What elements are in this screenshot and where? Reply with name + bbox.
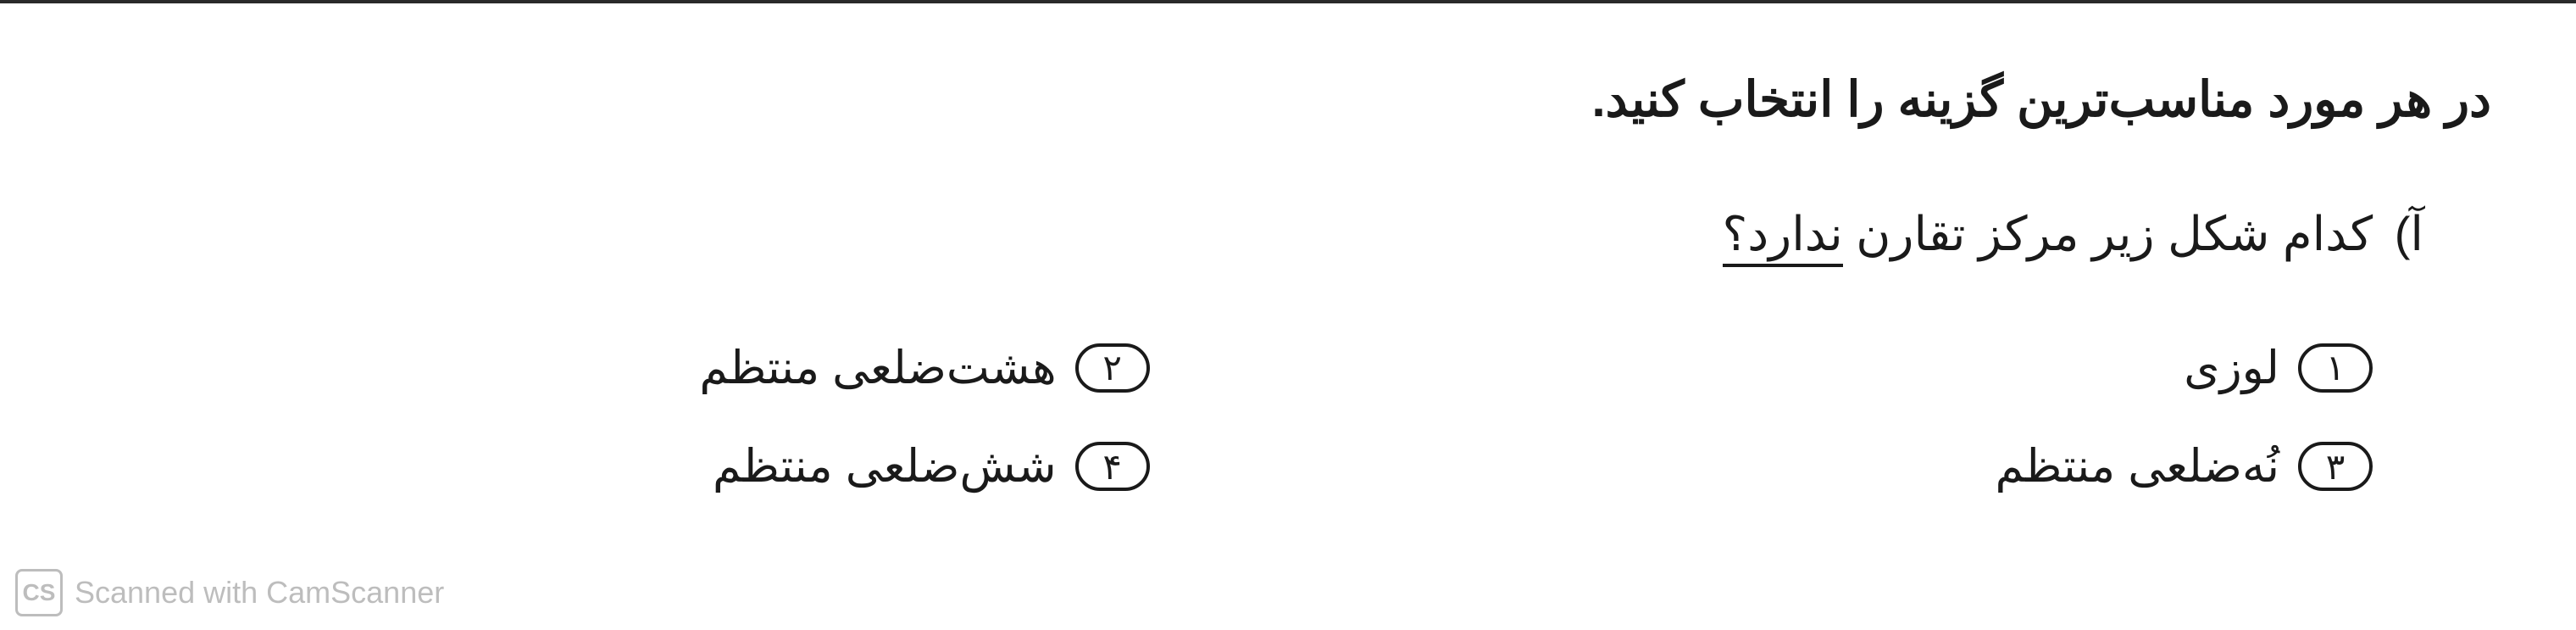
exam-page: در هر مورد مناسب‌ترین گزینه را انتخاب کن… — [0, 0, 2576, 630]
question-stem: آ) کدام شکل زیر مرکز تقارن ندارد؟ — [59, 196, 2423, 272]
option-3[interactable]: ۳ نُه‌ضلعی منتظم — [1421, 430, 2373, 503]
option-text: هشت‌ضلعی منتظم — [699, 332, 1056, 404]
option-badge: ۴ — [1075, 442, 1150, 491]
question-block: آ) کدام شکل زیر مرکز تقارن ندارد؟ ۱ لوزی… — [59, 196, 2423, 503]
question-label: آ) — [2395, 207, 2423, 260]
option-text: نُه‌ضلعی منتظم — [1995, 430, 2279, 503]
option-badge: ۳ — [2298, 442, 2373, 491]
option-4[interactable]: ۴ شش‌ضلعی منتظم — [197, 430, 1149, 503]
option-badge: ۱ — [2298, 343, 2373, 393]
option-text: لوزی — [2184, 332, 2279, 404]
question-text-underlined: ندارد؟ — [1723, 207, 1843, 267]
scanner-watermark: CS Scanned with CamScanner — [15, 569, 444, 616]
option-2[interactable]: ۲ هشت‌ضلعی منتظم — [197, 332, 1149, 404]
watermark-text: Scanned with CamScanner — [75, 575, 444, 610]
option-badge: ۲ — [1075, 343, 1150, 393]
question-text-before: کدام شکل زیر مرکز تقارن — [1843, 207, 2373, 260]
instruction-text: در هر مورد مناسب‌ترین گزینه را انتخاب کن… — [59, 63, 2491, 137]
options-grid: ۱ لوزی ۲ هشت‌ضلعی منتظم ۳ نُه‌ضلعی منتظم… — [197, 332, 2373, 504]
camscanner-icon: CS — [15, 569, 63, 616]
option-text: شش‌ضلعی منتظم — [713, 430, 1057, 503]
option-1[interactable]: ۱ لوزی — [1421, 332, 2373, 404]
